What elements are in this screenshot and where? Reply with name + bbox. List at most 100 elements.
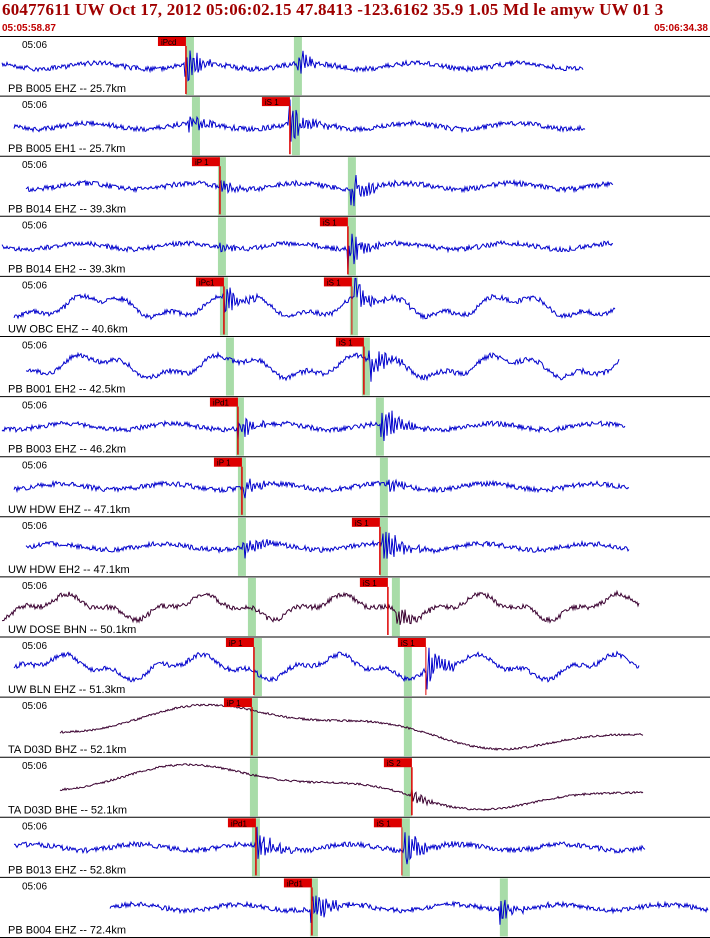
trace-row: iPd1 05:06 PB B004 EHZ -- 72.4km	[0, 878, 710, 938]
pick-label: iS 1	[401, 639, 415, 648]
station-label: PB B014 EH2 -- 39.3km	[8, 263, 125, 275]
trace-time-label: 05:06	[22, 100, 47, 111]
pick-label: iS 1	[377, 819, 391, 828]
waveform-trace	[25, 531, 630, 559]
window-end-time: 05:06:34.38	[654, 23, 708, 34]
pick-tag[interactable]	[227, 818, 256, 828]
trace-row: iS 1 05:06 UW DOSE BHN -- 50.1km	[0, 577, 710, 638]
waveform-trace	[13, 478, 630, 499]
trace-time-label: 05:06	[22, 761, 47, 772]
station-label: TA D03D BHE -- 52.1km	[8, 804, 127, 816]
station-label: PB B013 EHZ -- 52.8km	[8, 864, 126, 876]
pick-tag[interactable]	[319, 217, 348, 227]
waveform-trace	[25, 350, 620, 382]
station-label: PB B005 EHZ -- 25.7km	[8, 83, 126, 95]
pick-label: iPd1	[287, 879, 304, 888]
phase-window-band	[249, 698, 258, 757]
trace-row: iS 1 05:06 PB B001 EH2 -- 42.5km	[0, 337, 710, 398]
trace-row: iP 1 05:06 UW HDW EHZ -- 47.1km	[0, 457, 710, 518]
pick-tag[interactable]	[397, 638, 426, 647]
pick-tag[interactable]	[195, 277, 224, 287]
trace-row: iS 1 05:06 PB B014 EH2 -- 39.3km	[0, 217, 710, 277]
phase-window-band	[391, 577, 400, 636]
trace-row: iPd1 05:06 PB B003 EHZ -- 46.2km	[0, 397, 710, 458]
trace-time-label: 05:06	[22, 401, 47, 412]
waveform-trace	[1, 410, 626, 442]
trace-time-label: 05:06	[22, 881, 47, 892]
trace-time-label: 05:06	[22, 160, 47, 171]
phase-window-band	[253, 638, 262, 697]
station-label: PB B005 EH1 -- 25.7km	[8, 143, 125, 155]
trace-row: iPc1 iS 1 05:06 UW OBC EHZ -- 40.6km	[0, 277, 710, 337]
trace-row: iP 1 05:06 PB B014 EHZ -- 39.3km	[0, 157, 710, 217]
waveform-trace	[25, 174, 614, 207]
pick-tag[interactable]	[223, 698, 252, 708]
pick-tag[interactable]	[157, 37, 186, 46]
pick-label: iS 2	[387, 759, 401, 768]
pick-label: iPd1	[213, 399, 230, 408]
seismogram-panel: iPcd 05:06 PB B005 EHZ -- 25.7km iS 1 05:06 P…	[0, 36, 710, 938]
phase-window-band	[361, 337, 370, 396]
pick-label: iPc1	[199, 278, 215, 287]
phase-window-band	[379, 457, 388, 516]
waveform-trace	[59, 763, 644, 812]
pick-tag[interactable]	[209, 397, 238, 407]
phase-window-band	[349, 277, 358, 336]
pick-tag[interactable]	[225, 638, 254, 647]
station-label: TA D03D BHZ -- 52.1km	[8, 744, 126, 756]
pick-tag[interactable]	[351, 517, 380, 527]
pick-label: iPd1	[231, 819, 248, 828]
trace-time-label: 05:06	[22, 461, 47, 472]
station-label: PB B003 EHZ -- 46.2km	[8, 444, 126, 456]
pick-tag[interactable]	[373, 818, 402, 828]
station-label: UW HDW EHZ -- 47.1km	[8, 504, 130, 516]
waveform-trace	[13, 826, 646, 865]
pick-label: iS 1	[355, 519, 369, 528]
trace-row: iPd1 iS 1 05:06 PB B013 EHZ -- 52.8km	[0, 818, 710, 878]
trace-time-label: 05:06	[22, 521, 47, 532]
trace-row: iP 1 iS 1 05:06 UW BLN EHZ -- 51.3km	[0, 638, 710, 698]
event-header: 60477611 UW Oct 17, 2012 05:06:02.15 47.…	[2, 0, 664, 19]
phase-window-band	[249, 758, 258, 817]
phase-window-band	[403, 758, 412, 817]
station-label: UW BLN EHZ -- 51.3km	[8, 684, 125, 696]
waveform-trace	[59, 703, 644, 751]
pick-label: iS 1	[339, 339, 353, 348]
pick-label: iS 1	[323, 218, 337, 227]
pick-tag[interactable]	[261, 97, 290, 107]
station-label: PB B014 EHZ -- 39.3km	[8, 203, 126, 215]
trace-time-label: 05:06	[22, 581, 47, 592]
pick-label: iS 1	[363, 579, 377, 588]
waveform-trace	[1, 233, 614, 270]
pick-tag[interactable]	[213, 457, 242, 467]
phase-window-band	[225, 337, 234, 396]
pick-tag[interactable]	[359, 577, 388, 587]
trace-row: iP 1 05:06 TA D03D BHZ -- 52.1km	[0, 698, 710, 758]
waveform-trace	[1, 50, 584, 82]
phase-window-band	[347, 157, 356, 216]
pick-tag[interactable]	[335, 337, 364, 347]
waveform-trace	[2, 589, 640, 626]
window-start-time: 05:05:58.87	[2, 23, 56, 34]
waveform-trace	[13, 277, 616, 321]
trace-row: iS 1 05:06 PB B005 EH1 -- 25.7km	[0, 97, 710, 157]
pick-label: iPcd	[161, 38, 177, 47]
pick-tag[interactable]	[191, 157, 220, 167]
trace-row: iS 1 05:06 UW HDW EH2 -- 47.1km	[0, 517, 710, 578]
trace-time-label: 05:06	[22, 701, 47, 712]
phase-window-band	[347, 217, 356, 276]
trace-time-label: 05:06	[22, 280, 47, 291]
trace-row: iPcd 05:06 PB B005 EHZ -- 25.7km	[0, 37, 710, 97]
trace-time-label: 05:06	[22, 40, 47, 51]
pick-label: iS 1	[265, 98, 279, 107]
pick-tag[interactable]	[383, 758, 412, 768]
trace-time-label: 05:06	[22, 341, 47, 352]
pick-tag[interactable]	[323, 277, 352, 287]
pick-label: iP 1	[217, 459, 231, 468]
waveform-trace	[13, 647, 640, 690]
pick-tag[interactable]	[283, 878, 312, 888]
waveform-trace	[109, 895, 709, 925]
station-label: UW DOSE BHN -- 50.1km	[8, 624, 136, 636]
phase-window-band	[191, 97, 200, 156]
waveform-trace	[13, 99, 586, 142]
